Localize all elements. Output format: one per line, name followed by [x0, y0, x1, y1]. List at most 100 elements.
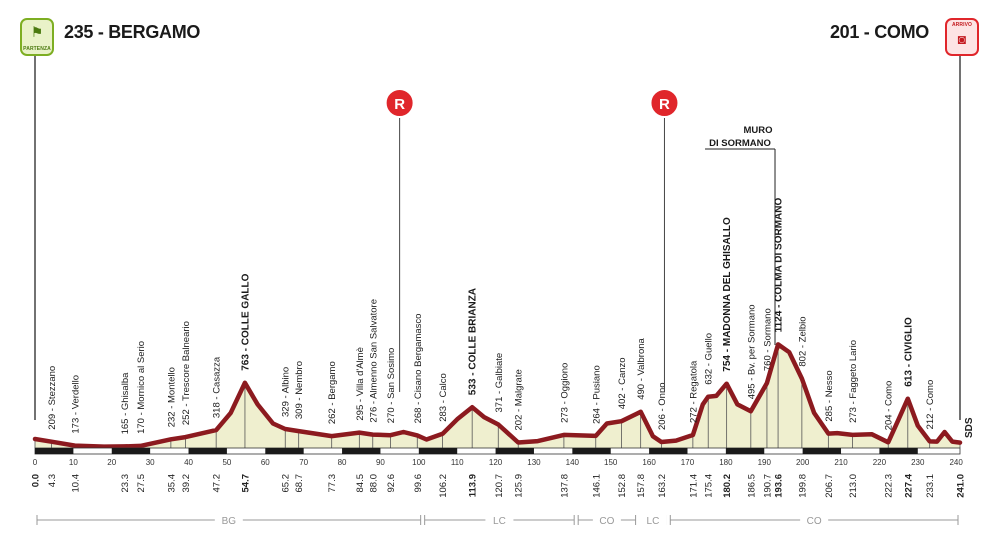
province-label-bg [485, 514, 514, 526]
km-label: 171.4 [688, 474, 699, 498]
waypoint-label: 1124 - COLMA DI SORMANO [774, 198, 785, 333]
km-label: 88.0 [368, 474, 379, 493]
waypoint-label: 760 - Sormano [762, 308, 773, 371]
waypoint-label: 273 - Faggeto Lario [848, 340, 859, 423]
distance-bar-block [35, 448, 74, 454]
finish-badge-label: ARRIVO [951, 22, 973, 28]
km-label: 241.0 [956, 474, 967, 498]
km-label: 186.5 [746, 474, 757, 498]
distance-bar-block [342, 448, 381, 454]
km-label: 137.8 [559, 474, 570, 498]
waypoint-label: 763 - COLLE GALLO [240, 273, 251, 370]
finish-target-icon: ◙ [957, 31, 967, 47]
distance-bar-block [418, 448, 458, 454]
km-label: 84.5 [355, 474, 366, 493]
province-label: CO [807, 516, 822, 527]
x-tick-label: 230 [911, 458, 925, 467]
km-label: 35.4 [166, 474, 177, 493]
km-label: 77.3 [327, 474, 338, 493]
km-label: 163.2 [657, 474, 668, 498]
finish-title: 201 - COMO [829, 22, 929, 42]
sds-logo: SDS [964, 417, 975, 438]
km-label: 199.8 [797, 474, 808, 498]
province-label-bg [638, 514, 667, 526]
x-tick-label: 240 [949, 458, 963, 467]
refreshment-marker-label: R [394, 96, 405, 113]
x-tick-label: 30 [146, 458, 155, 467]
checkered-flag-icon: ⚑ [30, 24, 44, 40]
x-tick-label: 110 [451, 458, 464, 467]
waypoint-label: 262 - Bergamo [327, 361, 338, 424]
waypoint-label: 318 - Casazza [212, 356, 223, 418]
km-label: 233.1 [925, 474, 936, 498]
waypoint-label: 202 - Malgrate [514, 369, 525, 430]
distance-bar-block [188, 448, 227, 454]
refreshment-marker-icon [384, 88, 415, 118]
km-label: 190.7 [762, 474, 773, 498]
waypoint-label: 329 - Albino [281, 367, 292, 417]
profile-area [35, 344, 960, 448]
waypoint-label: 295 - Villa d'Almè [355, 347, 366, 420]
province-label: CO [599, 516, 614, 527]
x-tick-label: 170 [681, 458, 695, 467]
x-tick-label: 120 [489, 458, 503, 467]
waypoint-label: 490 - Valbrona [636, 337, 647, 399]
waypoint-label: 276 - Almenno San Salvatore [368, 299, 379, 423]
distance-bar-block [265, 448, 304, 454]
waypoint-label: 533 - COLLE BRIANZA [468, 288, 479, 395]
km-label: 10.4 [70, 474, 81, 493]
km-label: 0.0 [31, 474, 42, 487]
x-tick-label: 130 [527, 458, 541, 467]
start-flag-icon: ⚑ PARTENZA [20, 18, 54, 56]
km-label: 68.7 [294, 474, 305, 493]
x-tick-label: 160 [642, 458, 656, 467]
distance-bar-block [725, 448, 765, 454]
km-label: 65.2 [281, 474, 292, 493]
x-tick-label: 80 [338, 458, 347, 467]
km-label: 106.2 [438, 474, 449, 498]
km-label: 113.9 [468, 474, 479, 497]
x-tick-label: 10 [69, 458, 78, 467]
km-label: 180.2 [722, 474, 733, 498]
waypoint-label: 264 - Pusiano [591, 365, 602, 424]
waypoint-label: 252 - Trescore Balneario [181, 321, 192, 425]
finish-flag-icon: ARRIVO ◙ [945, 18, 979, 56]
distance-bar-block [802, 448, 842, 454]
km-label: 193.6 [774, 474, 785, 498]
waypoint-label: 402 - Canzo [617, 357, 628, 409]
province-label: LC [647, 516, 660, 527]
province-label-bg [800, 514, 829, 526]
km-label: 47.2 [212, 474, 223, 493]
waypoint-label: 632 - Guello [704, 333, 715, 385]
province-label: LC [493, 516, 506, 527]
waypoint-label: 170 - Mornico al Serio [136, 341, 147, 434]
x-tick-label: 210 [834, 458, 848, 467]
km-label: 23.3 [120, 474, 131, 493]
waypoint-label: 371 - Galbiate [494, 353, 505, 413]
annotation-line1: MURO [743, 125, 772, 136]
km-label: 99.6 [413, 474, 424, 493]
x-tick-label: 60 [261, 458, 270, 467]
x-tick-label: 90 [376, 458, 385, 467]
km-label: 146.1 [591, 474, 602, 498]
km-label: 27.5 [136, 474, 147, 493]
waypoint-label: 283 - Calco [438, 373, 449, 422]
km-label: 120.7 [494, 474, 505, 498]
refreshment-marker-label: R [659, 96, 670, 113]
x-tick-label: 190 [758, 458, 772, 467]
x-tick-label: 70 [299, 458, 308, 467]
km-label: 54.7 [240, 474, 251, 493]
waypoint-label: 613 - CIVIGLIO [903, 317, 914, 387]
waypoint-label: 802 - Zelbio [797, 316, 808, 366]
km-label: 4.3 [47, 474, 58, 487]
km-label: 222.3 [884, 474, 895, 498]
km-label: 39.2 [181, 474, 192, 493]
x-tick-label: 40 [184, 458, 193, 467]
x-tick-label: 220 [873, 458, 887, 467]
x-tick-label: 150 [604, 458, 618, 467]
x-tick-label: 100 [412, 458, 426, 467]
waypoint-label: 165 - Ghisalba [120, 372, 131, 435]
distance-bar-block [879, 448, 918, 454]
waypoint-label: 204 - Como [884, 381, 895, 431]
km-label: 206.7 [824, 474, 835, 498]
